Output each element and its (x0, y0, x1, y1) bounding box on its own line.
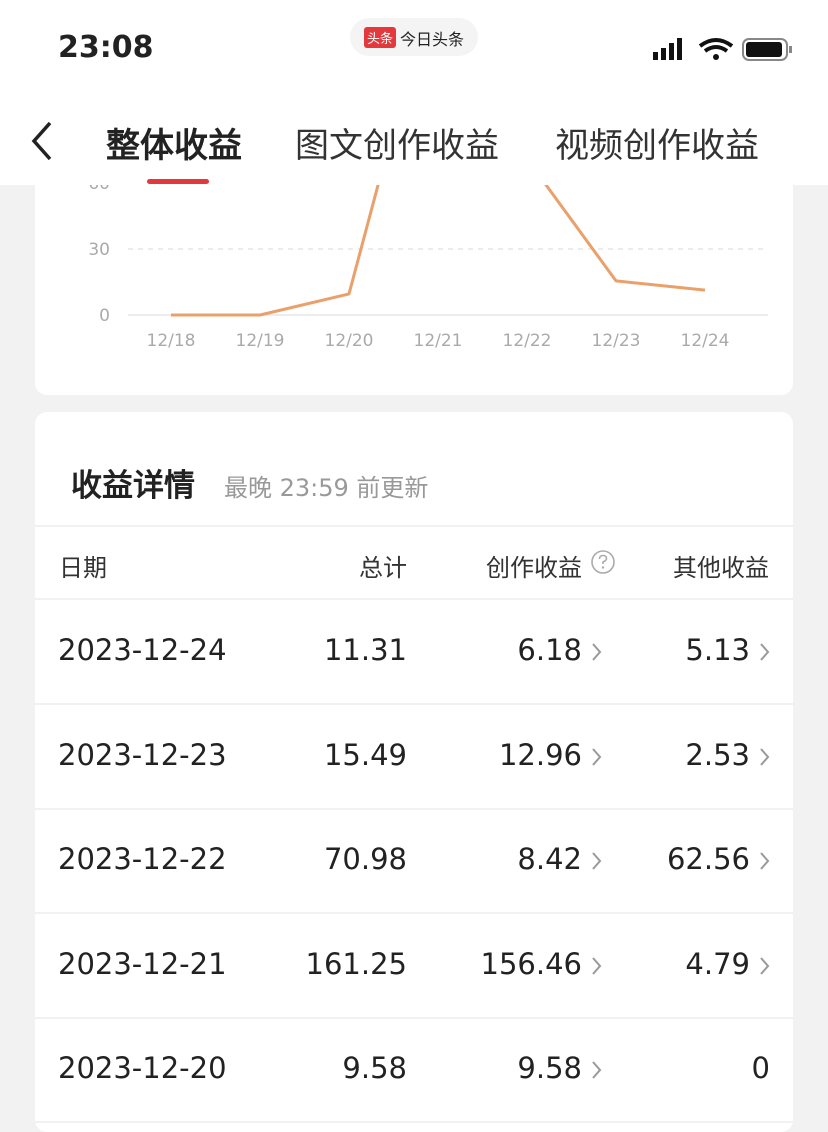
x-tick-label: 12/20 (325, 331, 374, 351)
tab[interactable]: 图文创作收益 (295, 126, 499, 166)
total-cell: 161.25 (305, 946, 407, 981)
creation-cell: 12.96 (498, 737, 582, 772)
separator (35, 525, 793, 527)
back-button[interactable] (28, 120, 58, 162)
date-cell: 2023-12-20 (58, 1051, 227, 1085)
x-tick-label: 12/18 (147, 331, 196, 351)
x-tick-label: 12/24 (681, 331, 730, 351)
column-header: 日期 (59, 554, 107, 582)
separator (35, 1016, 793, 1019)
help-icon[interactable] (590, 549, 616, 575)
chevron[interactable] (758, 641, 772, 663)
other-cell: 0 (751, 1051, 770, 1085)
total-cell: 70.98 (323, 842, 407, 876)
header: 23:08 头条 今日头条 整体收益 图文创作收益 视频创作收益 (0, 0, 828, 185)
creation-cell: 156.46 (480, 946, 582, 981)
other-cell: 62.56 (666, 842, 750, 876)
x-tick-label: 12/22 (503, 331, 552, 351)
details-title: 收益详情 (71, 468, 195, 504)
tab[interactable]: 整体收益 (106, 126, 242, 166)
chart: 0 30 60 12/18 12/19 12/20 12/21 12/22 12/23 12/24 (35, 160, 793, 395)
column-header: 其他收益 (673, 554, 769, 582)
status-icons (653, 38, 792, 61)
app-badge: 头条 (364, 27, 397, 48)
chevron[interactable] (758, 746, 772, 768)
y-tick-label: 0 (99, 306, 110, 326)
separator (35, 807, 793, 810)
other-cell: 2.53 (685, 737, 750, 772)
chevron[interactable] (590, 955, 604, 977)
separator (35, 598, 793, 600)
creation-cell: 6.18 (517, 633, 582, 667)
chevron[interactable] (758, 850, 772, 872)
other-cell: 4.79 (685, 946, 750, 981)
date-cell: 2023-12-22 (58, 842, 227, 876)
creation-cell: 8.42 (517, 842, 582, 876)
creation-cell: 9.58 (517, 1051, 582, 1085)
total-cell: 9.58 (342, 1051, 407, 1085)
total-cell: 11.31 (323, 633, 407, 667)
x-tick-label: 12/23 (592, 331, 641, 351)
x-tick-label: 12/21 (414, 331, 463, 351)
other-cell: 5.13 (685, 633, 750, 667)
app-name: 今日头条 (400, 30, 465, 49)
x-tick-label: 12/19 (236, 331, 285, 351)
line (171, 185, 706, 317)
tab[interactable]: 视频创作收益 (555, 126, 759, 166)
separator (35, 912, 793, 914)
column-header: 创作收益 (486, 554, 582, 582)
separator (35, 1121, 793, 1123)
date-cell: 2023-12-21 (58, 946, 227, 981)
chevron[interactable] (590, 1059, 604, 1081)
details-subtitle: 最晚 23:59 前更新 (224, 474, 429, 502)
separator (35, 703, 793, 705)
date-cell: 2023-12-24 (58, 633, 227, 667)
details-card: 收益详情 最晚 23:59 前更新 日期 总计 创作收益 其他收益 2023-12-24… (35, 412, 793, 1132)
chevron[interactable] (758, 955, 772, 977)
tab-indicator (147, 179, 209, 184)
y-tick-label: 30 (88, 240, 110, 260)
chevron[interactable] (590, 850, 604, 872)
chevron[interactable] (590, 746, 604, 768)
y-tick-label: 60 (88, 174, 110, 194)
app-pill: 头条 今日头条 (350, 18, 478, 56)
status-time: 23:08 (58, 30, 154, 65)
total-cell: 15.49 (323, 737, 407, 772)
column-header: 总计 (359, 554, 407, 582)
chart-card (35, 160, 793, 395)
date-cell: 2023-12-23 (58, 737, 227, 772)
chevron[interactable] (590, 641, 604, 663)
